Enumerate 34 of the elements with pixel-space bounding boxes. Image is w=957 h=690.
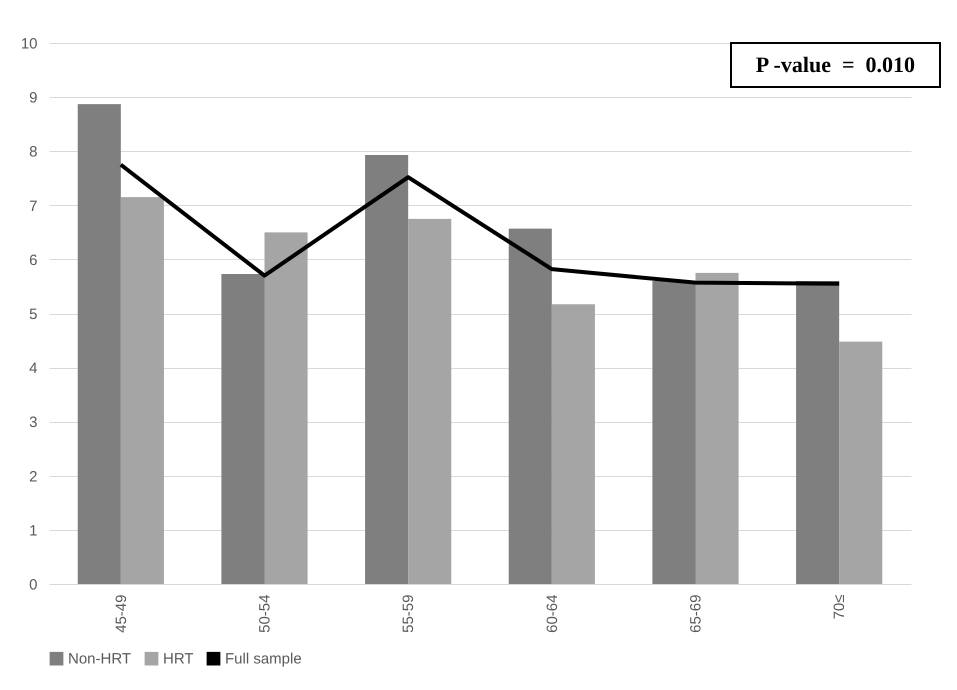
x-tick-label: 55-59	[400, 594, 418, 633]
x-tick-label: 60-64	[544, 594, 561, 633]
y-tick-label: 2	[29, 468, 38, 486]
x-tick-label: 50-54	[256, 594, 274, 633]
y-tick-label: 9	[29, 90, 38, 107]
line-series	[118, 162, 842, 286]
y-tick-label: 0	[29, 576, 38, 594]
x-tick-label: 70≤	[831, 594, 848, 620]
bar	[78, 104, 121, 584]
bar	[221, 274, 264, 584]
legend-label: Non-HRT	[68, 650, 132, 668]
annotation: P -value = 0.010	[730, 42, 941, 88]
y-tick-label: 1	[29, 522, 38, 540]
y-tick-label: 7	[29, 198, 38, 215]
bar	[264, 232, 308, 584]
bar	[408, 218, 452, 584]
bar	[696, 272, 739, 584]
bar	[839, 342, 882, 584]
bar	[552, 304, 595, 584]
bar	[120, 197, 164, 584]
y-tick-label: 3	[29, 414, 38, 432]
bar	[365, 154, 408, 584]
y-tick-label: 10	[20, 36, 38, 52]
bar	[652, 281, 696, 584]
bar	[508, 228, 552, 584]
y-tick-label: 6	[29, 252, 38, 269]
legend-label: Full sample	[225, 650, 302, 668]
y-tick-label: 8	[29, 144, 38, 161]
x-tick-label: 65-69	[688, 594, 704, 633]
legend-label: HRT	[163, 650, 194, 668]
x-tick-label: 45-49	[112, 594, 130, 633]
y-tick-label: 4	[29, 360, 38, 378]
bar	[796, 281, 840, 584]
y-tick-label: 5	[29, 306, 38, 323]
